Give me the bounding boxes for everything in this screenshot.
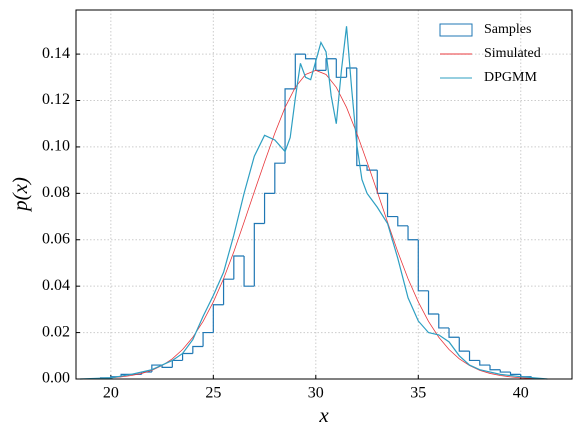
y-tick-label: 0.14 [42,45,70,62]
histogram-bar [304,54,316,60]
histogram-bar [284,88,296,164]
y-tick-label: 0.12 [42,91,70,108]
histogram-bar [274,162,286,194]
y-tick-label: 0.00 [42,370,70,387]
histogram-bar [468,351,480,362]
histogram-bar [438,314,450,329]
y-tick-label: 0.02 [42,323,70,340]
x-tick-label: 35 [410,385,426,402]
histogram-bar [263,192,275,224]
histogram-bar [253,222,265,287]
y-tick-label: 0.04 [42,277,70,294]
histogram-bar [479,360,491,366]
histogram-bar [509,372,521,375]
legend-label: Simulated [484,46,541,61]
histogram-bar [325,58,337,71]
x-tick-label: 30 [308,385,324,402]
y-tick-label: 0.08 [42,184,70,201]
histogram-bar [243,256,255,287]
histogram-bar [458,337,470,352]
histogram-bar [222,278,234,305]
histogram-bar [345,67,357,78]
histogram-bar [427,290,439,315]
legend-patch [439,23,473,37]
legend-label: Samples [484,22,531,37]
histogram-bar [386,193,398,218]
legend-label: DPGMM [484,70,537,85]
histogram-bar [202,331,214,347]
plot-frame [75,9,573,380]
histogram-bar [499,369,511,373]
histogram-bar [181,352,193,361]
histogram-bar [356,68,368,167]
histogram-bar [489,365,501,371]
histogram-bar [397,216,409,227]
histogram-bar [315,58,327,71]
x-tick-label: 25 [205,385,221,402]
x-axis-label: x [318,403,329,427]
histogram-bar [335,58,347,78]
histogram-bar [366,165,378,171]
y-tick-label: 0.10 [42,138,70,155]
histogram-bar [407,225,419,241]
histogram-bar [171,359,183,368]
line [80,26,548,380]
histogram-bar [161,365,173,368]
histogram-bar [233,255,245,280]
y-tick-label: 0.06 [42,230,70,247]
histogram-bar [192,345,204,354]
x-tick-label: 40 [513,385,529,402]
histogram-bar [417,239,429,292]
x-tick-label: 20 [103,385,119,402]
histogram-bar [448,327,460,338]
histogram-bar [212,304,224,333]
histogram-bar [294,53,306,89]
y-axis-label: p(x) [8,177,32,213]
histogram-bar [376,170,388,194]
